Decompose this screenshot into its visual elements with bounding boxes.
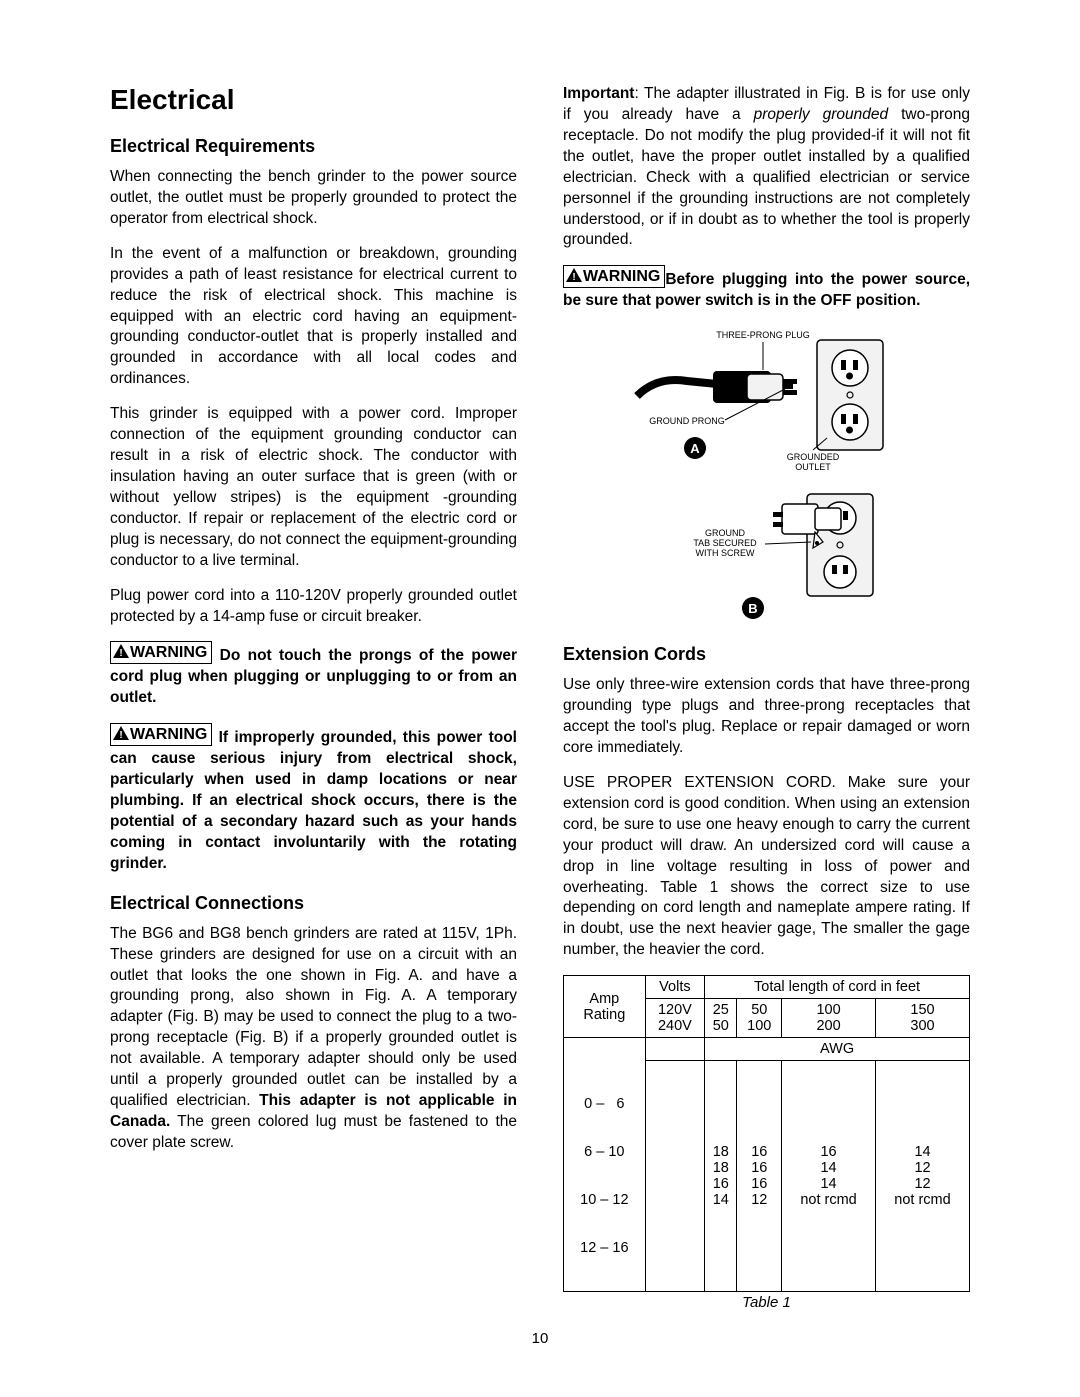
awg-val: 12	[878, 1160, 967, 1176]
warning-triangle-icon: !	[113, 726, 129, 740]
fig-marker-a: A	[690, 441, 700, 456]
para: Use only three-wire extension cords that…	[563, 675, 970, 759]
warning-paragraph: ! WARNING If improperly grounded, this po…	[110, 723, 517, 874]
warning-triangle-icon: !	[566, 268, 582, 282]
table-cell: 50 100	[737, 999, 782, 1038]
warning-badge: ! WARNING	[563, 265, 665, 288]
para: USE PROPER EXTENSION CORD. Make sure you…	[563, 773, 970, 961]
table-cell: 150 300	[876, 999, 970, 1038]
plug-diagram-svg: THREE-PRONG PLUG GROUND PRONG GROUNDEDOU…	[617, 326, 917, 626]
para: The BG6 and BG8 bench grinders are rated…	[110, 924, 517, 1154]
warning-paragraph: !WARNING Do not touch the prongs of the …	[110, 641, 517, 709]
table-header-amp: Amp Rating	[564, 976, 646, 1038]
svg-text:!: !	[119, 730, 122, 740]
warning-label: WARNING	[583, 268, 660, 285]
awg-val: 18	[707, 1144, 734, 1160]
amp-range: 12 – 16	[566, 1240, 643, 1256]
table-header-volts: Volts	[645, 976, 704, 999]
extension-cord-table: Amp Rating Volts Total length of cord in…	[563, 975, 970, 1292]
amp-range: 0 – 6	[566, 1096, 643, 1112]
table-caption: Table 1	[563, 1294, 970, 1311]
bold-run: Important	[563, 85, 634, 102]
svg-text:!: !	[119, 648, 122, 658]
warning-paragraph: !WARNING Before plugging into the power …	[563, 265, 970, 312]
para: In the event of a malfunction or breakdo…	[110, 244, 517, 390]
para: Plug power cord into a 110-120V properly…	[110, 586, 517, 628]
awg-val: 18	[707, 1160, 734, 1176]
awg-val: 14	[878, 1144, 967, 1160]
text-run: The green colored lug must be fastened t…	[110, 1113, 517, 1151]
table-cell: 16 16 16 12	[737, 1061, 782, 1292]
heading-electrical-requirements: Electrical Requirements	[110, 136, 517, 157]
warning-badge: ! WARNING	[110, 723, 212, 746]
para: Important: The adapter illustrated in Fi…	[563, 84, 970, 251]
table-cell: 14 12 12 not rcmd	[876, 1061, 970, 1292]
table-cell: 25 50	[705, 999, 737, 1038]
amp-range: 10 – 12	[566, 1192, 643, 1208]
text-run: The BG6 and BG8 bench grinders are rated…	[110, 925, 517, 1109]
fig-label-grounded-outlet: GROUNDEDOUTLET	[786, 452, 839, 472]
fig-label-three-prong-plug: THREE-PRONG PLUG	[716, 330, 810, 340]
awg-val: 16	[784, 1144, 873, 1160]
table-cell: 16 14 14 not rcmd	[782, 1061, 876, 1292]
table-header-awg: AWG	[705, 1038, 970, 1061]
svg-text:!: !	[572, 272, 575, 282]
table-cell: 18 18 16 14	[705, 1061, 737, 1292]
heading-extension-cords: Extension Cords	[563, 644, 970, 665]
page-number: 10	[0, 1330, 1080, 1347]
table-cell: 0 – 6 6 – 10 10 – 12 12 – 16	[564, 1061, 646, 1292]
awg-val: not rcmd	[878, 1192, 967, 1208]
warning-triangle-icon: !	[113, 644, 129, 658]
para: This grinder is equipped with a power co…	[110, 404, 517, 571]
awg-val: 12	[878, 1176, 967, 1192]
warning-badge: ! WARNING	[110, 641, 212, 664]
awg-val: 14	[784, 1160, 873, 1176]
warning-label: WARNING	[130, 726, 207, 743]
page-title: Electrical	[110, 84, 517, 116]
warning-label: WARNING	[130, 644, 207, 661]
table-header-length: Total length of cord in feet	[705, 976, 970, 999]
right-column: Important: The adapter illustrated in Fi…	[563, 84, 970, 1311]
awg-val: 14	[707, 1192, 734, 1208]
table-cell: 120V 240V	[645, 999, 704, 1038]
text-run: two-prong receptacle. Do not modify the …	[563, 106, 970, 249]
left-column: Electrical Electrical Requirements When …	[110, 84, 517, 1311]
fig-label-ground-prong: GROUND PRONG	[649, 416, 725, 426]
awg-val: 16	[707, 1176, 734, 1192]
awg-val: not rcmd	[784, 1192, 873, 1208]
awg-val: 16	[739, 1176, 779, 1192]
warning-text: If improperly grounded, this power tool …	[110, 729, 517, 872]
awg-val: 16	[739, 1144, 779, 1160]
table-cell	[645, 1038, 704, 1061]
heading-electrical-connections: Electrical Connections	[110, 893, 517, 914]
fig-label-ground-tab: GROUNDTAB SECUREDWITH SCREW	[693, 528, 757, 558]
awg-val: 14	[784, 1176, 873, 1192]
awg-val: 12	[739, 1192, 779, 1208]
table-cell	[564, 1038, 646, 1061]
awg-val: 16	[739, 1160, 779, 1176]
para: When connecting the bench grinder to the…	[110, 167, 517, 230]
italic-run: properly grounded	[754, 106, 888, 123]
figure-plug-diagrams: THREE-PRONG PLUG GROUND PRONG GROUNDEDOU…	[563, 326, 970, 626]
table-cell	[645, 1061, 704, 1292]
amp-range: 6 – 10	[566, 1144, 643, 1160]
table-cell: 100 200	[782, 999, 876, 1038]
fig-marker-b: B	[748, 601, 757, 616]
